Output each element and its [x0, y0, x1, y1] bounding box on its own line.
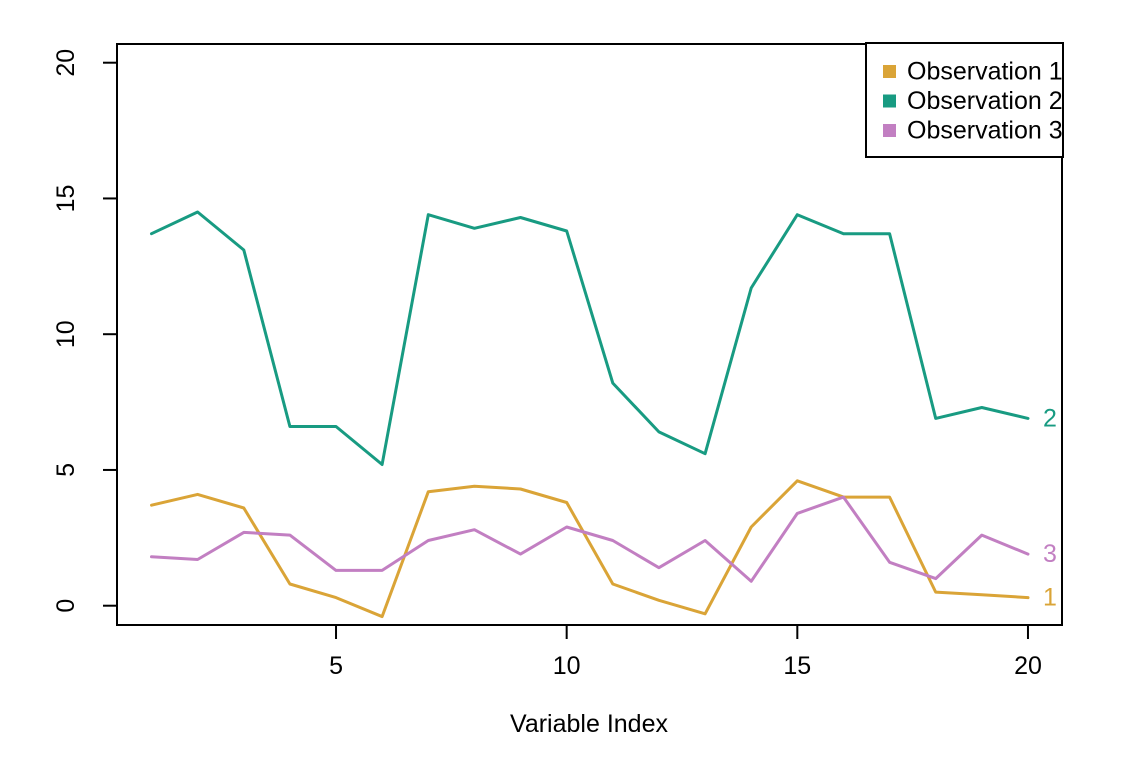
x-axis-tick-label: 10: [553, 652, 581, 680]
x-axis-title: Variable Index: [510, 710, 668, 738]
legend-swatch-observation-1: [883, 65, 896, 78]
y-axis-tick-label: 0: [52, 599, 80, 613]
y-axis-tick-label: 15: [52, 185, 80, 213]
legend-label-observation-2: Observation 2: [907, 87, 1063, 115]
x-axis-tick-label: 15: [783, 652, 811, 680]
series-observation-2-line: [150, 210, 1030, 466]
legend-label-observation-1: Observation 1: [907, 58, 1063, 86]
series-observation-3-line: [150, 495, 1030, 583]
legend-swatch-observation-3: [883, 124, 896, 137]
end-label-observation-3: 3: [1043, 540, 1057, 568]
x-axis-tick-label: 5: [329, 652, 343, 680]
y-axis-tick-label: 10: [52, 320, 80, 348]
legend-label-observation-3: Observation 3: [907, 117, 1063, 145]
y-axis-tick-label: 20: [52, 49, 80, 77]
series-observation-1-line: [150, 479, 1030, 619]
end-label-observation-2: 2: [1043, 404, 1057, 432]
end-label-observation-1: 1: [1043, 584, 1057, 612]
y-axis-tick-label: 5: [52, 463, 80, 477]
legend-box: [865, 42, 1064, 158]
legend-swatch-observation-2: [883, 94, 896, 108]
x-axis-tick-label: 20: [1014, 652, 1042, 680]
